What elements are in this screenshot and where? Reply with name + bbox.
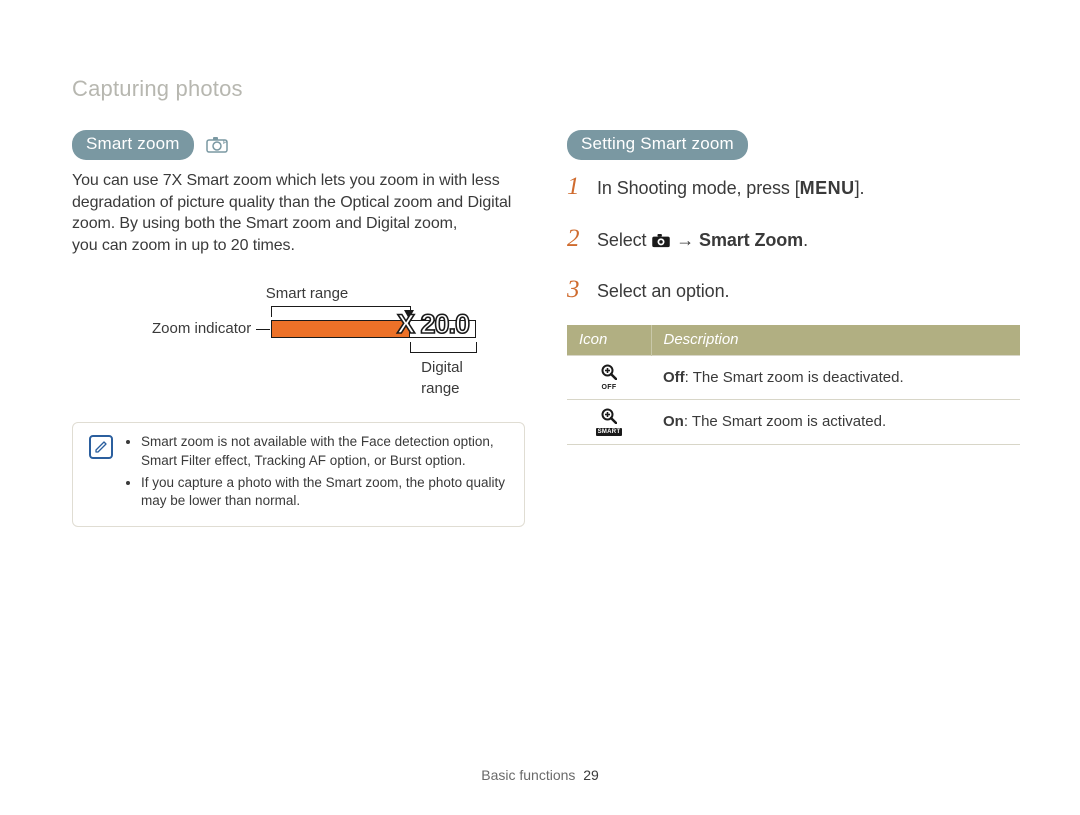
icon-sub-label: SMART bbox=[596, 428, 623, 436]
page-number: 29 bbox=[583, 767, 599, 783]
breadcrumb: Capturing photos bbox=[72, 74, 243, 104]
options-table: Icon Description OFF bbox=[567, 325, 1020, 445]
digital-range-label: Digital range bbox=[421, 358, 463, 399]
step-number: 3 bbox=[567, 273, 585, 307]
note-item: Smart zoom is not available with the Fac… bbox=[141, 433, 508, 469]
step-number: 1 bbox=[567, 170, 585, 204]
body-line: you can zoom in up to 20 times. bbox=[72, 237, 295, 254]
table-row: OFF Off: The Smart zoom is deactivated. bbox=[567, 356, 1020, 400]
left-column: Smart zoom P You can use 7X Smart zoom w… bbox=[72, 130, 525, 527]
zoom-value: X 20.0 bbox=[397, 306, 469, 342]
smart-range-bracket bbox=[271, 306, 411, 317]
option-description: On: The Smart zoom is activated. bbox=[651, 400, 1020, 445]
smart-zoom-description: You can use 7X Smart zoom which lets you… bbox=[72, 170, 525, 256]
step-text: In Shooting mode, press [MENU]. bbox=[597, 176, 1020, 200]
footer-section: Basic functions bbox=[481, 767, 575, 783]
option-icon-cell: SMART bbox=[567, 400, 651, 445]
page-footer: Basic functions 29 bbox=[0, 766, 1080, 785]
smart-range-label: Smart range bbox=[266, 284, 349, 304]
option-icon-cell: OFF bbox=[567, 356, 651, 400]
setting-smart-zoom-pill: Setting Smart zoom bbox=[567, 130, 748, 160]
step: 3 Select an option. bbox=[567, 273, 1020, 307]
body-line: You can use 7X Smart zoom which lets you… bbox=[72, 172, 500, 189]
step-text: Select → Smart Zoom. bbox=[597, 228, 1020, 252]
icon-sub-label: OFF bbox=[602, 384, 617, 391]
table-header-description: Description bbox=[651, 325, 1020, 356]
zoom-bar-fill bbox=[272, 321, 410, 337]
menu-label: MENU bbox=[800, 178, 855, 198]
steps-list: 1 In Shooting mode, press [MENU]. 2 Sele… bbox=[567, 170, 1020, 307]
body-line: degradation of picture quality than the … bbox=[72, 194, 511, 211]
digital-range-bracket bbox=[410, 342, 477, 353]
smart-zoom-on-icon: SMART bbox=[596, 408, 623, 436]
step-text: Select an option. bbox=[597, 279, 1020, 303]
zoom-indicator-pointer bbox=[256, 329, 270, 330]
camera-p-icon: P bbox=[206, 137, 228, 153]
zoom-indicator-label: Zoom indicator bbox=[152, 319, 251, 339]
body-line: zoom. By using both the Smart zoom and D… bbox=[72, 215, 457, 232]
note-item: If you capture a photo with the Smart zo… bbox=[141, 474, 508, 510]
step: 1 In Shooting mode, press [MENU]. bbox=[567, 170, 1020, 204]
zoom-diagram: Smart range Zoom indicator X 20.0 Digita… bbox=[72, 284, 482, 384]
note-list: Smart zoom is not available with the Fac… bbox=[127, 433, 508, 514]
smart-zoom-pill: Smart zoom bbox=[72, 130, 194, 160]
camera-icon bbox=[651, 234, 671, 248]
right-column: Setting Smart zoom 1 In Shooting mode, p… bbox=[567, 130, 1020, 527]
option-description: Off: The Smart zoom is deactivated. bbox=[651, 356, 1020, 400]
step: 2 Select → Smart Zoom. bbox=[567, 222, 1020, 256]
table-header-icon: Icon bbox=[567, 325, 651, 356]
svg-text:P: P bbox=[223, 140, 227, 146]
step-number: 2 bbox=[567, 222, 585, 256]
smart-zoom-off-icon: OFF bbox=[601, 364, 617, 391]
note-box: Smart zoom is not available with the Fac… bbox=[72, 422, 525, 527]
table-row: SMART On: The Smart zoom is activated. bbox=[567, 400, 1020, 445]
note-icon bbox=[89, 435, 113, 459]
